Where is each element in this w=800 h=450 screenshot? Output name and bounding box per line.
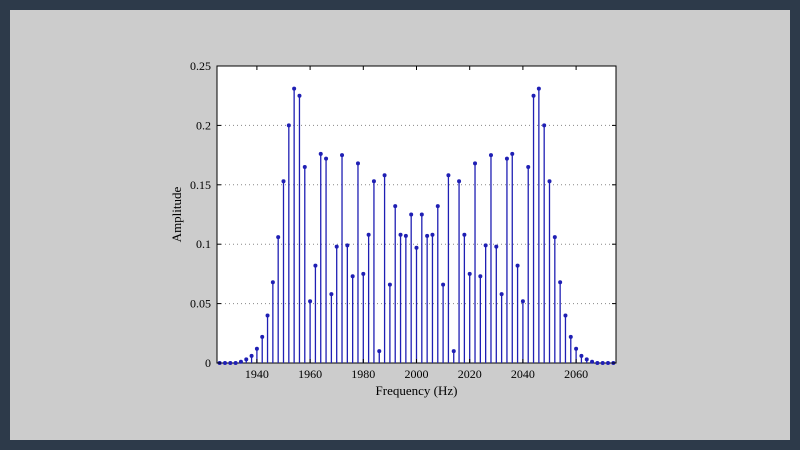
stem-marker	[441, 282, 446, 287]
stem-marker	[574, 346, 579, 351]
stem-marker	[473, 161, 478, 166]
stem-marker	[387, 282, 392, 287]
stem-marker	[233, 361, 238, 365]
stem-marker	[377, 349, 382, 354]
stem-marker	[398, 232, 403, 237]
stem-marker	[345, 243, 350, 248]
stem-marker	[355, 161, 360, 166]
stem-marker	[329, 292, 334, 297]
stems	[240, 88, 593, 363]
stem-marker	[286, 123, 291, 128]
stem-marker	[595, 361, 600, 365]
stem-marker	[526, 164, 531, 169]
y-tick-label: 0.05	[190, 297, 211, 311]
y-tick-label: 0.2	[196, 118, 211, 132]
stem-marker	[419, 212, 424, 217]
stem-marker	[318, 151, 323, 156]
stem-marker	[260, 334, 265, 339]
x-tick-label: 2020	[458, 367, 482, 381]
stem-marker	[270, 280, 275, 285]
stem-marker	[552, 235, 557, 240]
y-tick-label: 0.15	[190, 178, 211, 192]
y-axis-label: Amplitude	[169, 186, 184, 242]
stem-marker	[297, 93, 302, 98]
x-axis-label: Frequency (Hz)	[376, 383, 458, 398]
stem-marker	[451, 349, 456, 354]
stem-marker	[542, 123, 547, 128]
y-axis-ticks: 0 0.05 0.1 0.15 0.2 0.25	[190, 59, 616, 370]
slide-background: 1940 1960 1980 2000 2020 2040 2060 0 0.05 0.1 0.1…	[10, 10, 790, 440]
stem-marker	[547, 179, 552, 184]
stem-marker	[313, 263, 318, 268]
x-axis-ticks: 1940 1960 1980 2000 2020 2040 2060	[245, 66, 588, 381]
stem-marker	[504, 156, 509, 161]
stem-marker	[563, 313, 568, 318]
stem-marker	[494, 244, 499, 249]
x-tick-label: 2040	[511, 367, 535, 381]
stem-marker	[222, 361, 227, 365]
stem-marker	[488, 153, 493, 158]
stem-marker	[568, 334, 573, 339]
stem-marker	[292, 86, 297, 91]
stem-marker	[361, 271, 366, 276]
stem-marker	[324, 156, 329, 161]
stem-marker	[238, 359, 243, 364]
stem-marker	[382, 173, 387, 178]
stem-marker	[244, 357, 249, 362]
stem-marker	[590, 359, 595, 364]
stem-marker	[340, 153, 345, 158]
stem-markers	[217, 86, 616, 365]
stem-marker	[393, 204, 398, 209]
stem-marker	[228, 361, 233, 365]
stem-marker	[467, 271, 472, 276]
stem-marker	[403, 233, 408, 238]
stem-marker	[281, 179, 286, 184]
stem-marker	[334, 244, 339, 249]
stem-marker	[478, 274, 483, 279]
y-tick-label: 0	[205, 356, 211, 370]
x-tick-label: 1940	[245, 367, 269, 381]
stem-marker	[515, 263, 520, 268]
stem-marker	[520, 299, 525, 304]
stem-marker	[606, 361, 611, 365]
stem-marker	[308, 299, 313, 304]
stem-marker	[254, 346, 259, 351]
stem-marker	[425, 233, 430, 238]
stem-marker	[371, 179, 376, 184]
y-tick-label: 0.1	[196, 237, 211, 251]
stem-marker	[249, 353, 254, 358]
stem-marker	[600, 361, 605, 365]
stem-marker	[536, 86, 541, 91]
x-tick-label: 1960	[298, 367, 322, 381]
stem-marker	[499, 292, 504, 297]
stem-marker	[276, 235, 281, 240]
stem-marker	[350, 274, 355, 279]
x-tick-label: 1980	[351, 367, 375, 381]
stem-marker	[457, 179, 462, 184]
stem-marker	[366, 232, 371, 237]
stem-marker	[558, 280, 563, 285]
stem-marker	[584, 357, 589, 362]
stem-marker	[435, 204, 440, 209]
y-tick-label: 0.25	[190, 59, 211, 73]
stem-marker	[579, 353, 584, 358]
x-tick-label: 2060	[564, 367, 588, 381]
stem-marker	[531, 93, 536, 98]
stem-chart: 1940 1960 1980 2000 2020 2040 2060 0 0.05 0.1 0.1…	[169, 59, 617, 398]
stem-marker	[483, 243, 488, 248]
stem-marker	[446, 173, 451, 178]
stem-marker	[265, 313, 270, 318]
stem-marker	[510, 151, 515, 156]
stem-marker	[462, 232, 467, 237]
stem-marker	[414, 245, 419, 250]
x-tick-label: 2000	[405, 367, 429, 381]
stem-marker	[302, 164, 307, 169]
stem-marker	[430, 232, 435, 237]
stem-marker	[409, 212, 414, 217]
